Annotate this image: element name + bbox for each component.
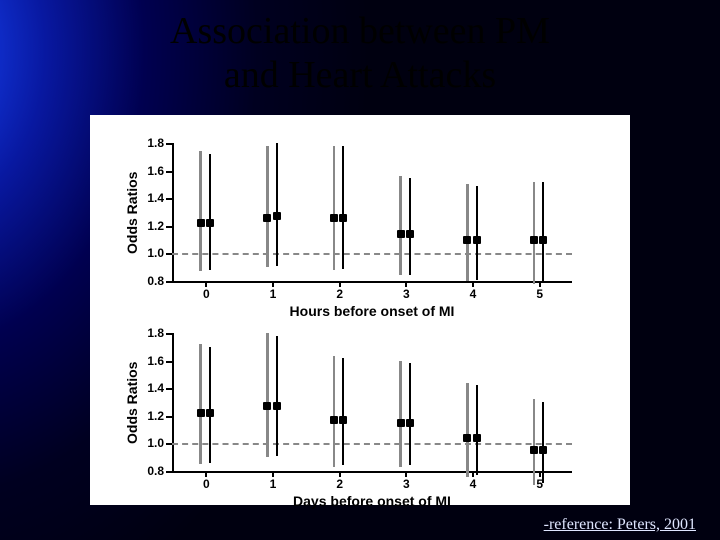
x-tick-label: 4 [464, 287, 482, 301]
x-tick-label: 3 [397, 287, 415, 301]
errorbar-0-1 [342, 146, 344, 269]
reference-text: -reference: Peters, 2001 [544, 516, 696, 534]
errorbar-0-0 [399, 176, 402, 275]
y-axis-label-0: Odds Ratios [124, 172, 140, 254]
errorbar-0-0 [266, 146, 269, 267]
errorbar-1-0 [466, 383, 469, 477]
x-tick-label: 2 [331, 477, 349, 491]
point-1-0 [197, 409, 205, 417]
x-tick-label: 5 [531, 287, 549, 301]
figure-panel: 0.81.01.21.41.61.8012345Odds RatiosHours… [90, 115, 630, 505]
point-1-0 [530, 446, 538, 454]
x-tick-label: 1 [264, 477, 282, 491]
errorbar-1-1 [409, 363, 411, 465]
errorbar-1-1 [542, 402, 544, 483]
point-1-0 [463, 434, 471, 442]
x-tick-label: 0 [197, 477, 215, 491]
point-0-1 [206, 219, 214, 227]
point-0-1 [539, 236, 547, 244]
x-tick-label: 3 [397, 477, 415, 491]
x-axis-label-1: Days before onset of MI [272, 493, 472, 509]
y-tick-label: 0.8 [130, 464, 164, 478]
x-axis-0 [172, 281, 572, 283]
point-1-1 [473, 434, 481, 442]
point-1-0 [397, 419, 405, 427]
point-0-0 [263, 214, 271, 222]
y-tick-label: 1.8 [130, 136, 164, 150]
x-tick-label: 0 [197, 287, 215, 301]
errorbar-0-1 [209, 154, 211, 270]
point-0-0 [530, 236, 538, 244]
point-1-1 [539, 446, 547, 454]
errorbar-0-0 [466, 184, 469, 281]
x-axis-label-0: Hours before onset of MI [272, 303, 472, 319]
point-0-1 [273, 212, 281, 220]
errorbar-0-0 [199, 151, 202, 271]
errorbar-0-1 [276, 143, 278, 266]
errorbar-0-0 [533, 182, 536, 284]
point-0-0 [463, 236, 471, 244]
point-1-1 [273, 402, 281, 410]
y-axis-0 [172, 143, 174, 281]
errorbar-0-0 [333, 146, 336, 270]
y-tick-label: 0.8 [130, 274, 164, 288]
point-0-0 [397, 230, 405, 238]
ref-line-1 [172, 443, 572, 445]
errorbar-1-0 [399, 361, 402, 467]
point-1-1 [339, 416, 347, 424]
plot-area-0 [172, 143, 572, 281]
point-0-0 [330, 214, 338, 222]
errorbar-1-1 [342, 358, 344, 466]
point-1-0 [263, 402, 271, 410]
plot-area-1 [172, 333, 572, 471]
point-0-1 [339, 214, 347, 222]
x-tick-label: 4 [464, 477, 482, 491]
errorbar-1-1 [276, 336, 278, 456]
point-1-1 [406, 419, 414, 427]
errorbar-1-0 [533, 399, 536, 485]
ref-line-0 [172, 253, 572, 255]
y-tick-label: 1.8 [130, 326, 164, 340]
x-tick-label: 1 [264, 287, 282, 301]
errorbar-1-0 [199, 344, 202, 464]
y-axis-label-1: Odds Ratios [124, 362, 140, 444]
point-0-0 [197, 219, 205, 227]
errorbar-1-0 [266, 333, 269, 457]
errorbar-0-1 [409, 178, 411, 276]
errorbar-1-1 [476, 385, 478, 475]
y-axis-1 [172, 333, 174, 471]
point-0-1 [473, 236, 481, 244]
errorbar-1-1 [209, 347, 211, 463]
errorbar-0-1 [542, 182, 544, 281]
slide-title: Association between PMand Heart Attacks [0, 10, 720, 97]
errorbar-0-1 [476, 186, 478, 280]
point-1-1 [206, 409, 214, 417]
x-tick-label: 2 [331, 287, 349, 301]
x-axis-1 [172, 471, 572, 473]
point-0-1 [406, 230, 414, 238]
point-1-0 [330, 416, 338, 424]
errorbar-1-0 [333, 356, 336, 466]
